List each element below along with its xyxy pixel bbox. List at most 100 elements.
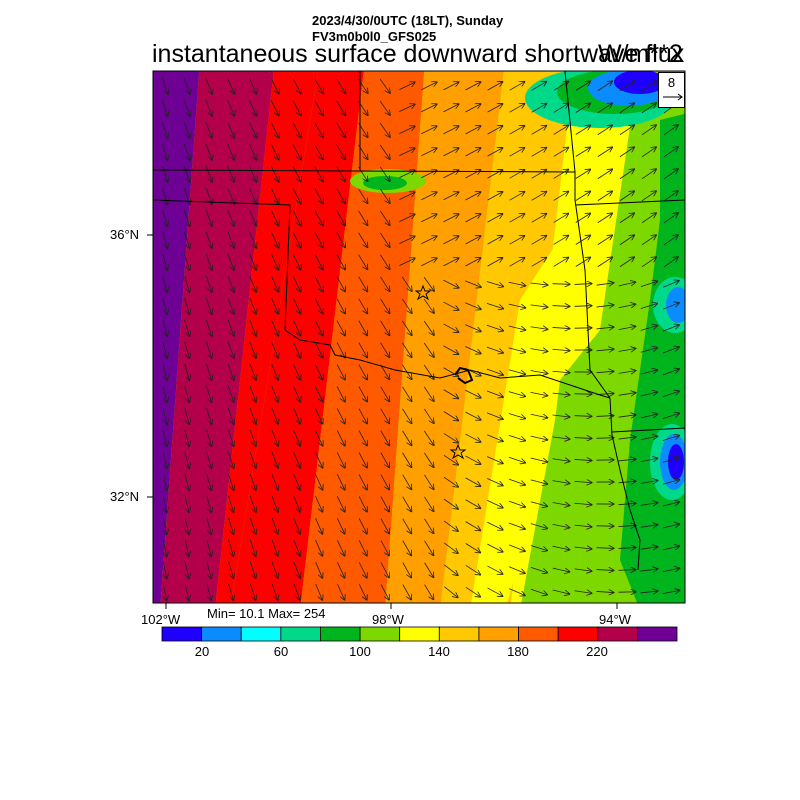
wind-vector bbox=[641, 213, 656, 224]
wind-vector bbox=[314, 232, 323, 247]
wind-vector bbox=[508, 435, 525, 440]
wind-vector bbox=[487, 236, 503, 245]
wind-vector bbox=[205, 275, 212, 292]
wind-vector bbox=[270, 78, 279, 93]
wind-vector bbox=[380, 386, 390, 402]
wind-vector bbox=[553, 104, 569, 113]
wind-vector bbox=[358, 386, 367, 402]
wind-vector bbox=[271, 429, 278, 446]
wind-vector bbox=[531, 82, 547, 91]
wind-vector bbox=[597, 125, 612, 135]
wind-vector bbox=[443, 498, 458, 509]
wind-vector bbox=[465, 499, 481, 509]
wind-vector bbox=[227, 319, 234, 336]
wind-vector bbox=[380, 342, 390, 358]
wind-vector bbox=[399, 214, 414, 223]
wind-vector bbox=[487, 148, 503, 157]
wind-vector bbox=[619, 125, 634, 136]
wind-vector bbox=[486, 390, 503, 397]
wind-vector bbox=[292, 78, 301, 94]
wind-vector bbox=[465, 477, 481, 486]
wind-vector bbox=[443, 454, 458, 464]
wind-vector bbox=[270, 144, 278, 159]
wind-vector bbox=[552, 371, 570, 373]
wind-vector bbox=[227, 451, 233, 468]
wind-vector bbox=[227, 144, 235, 160]
wind-vector bbox=[315, 474, 323, 489]
wind-vector bbox=[292, 254, 300, 269]
wind-vector bbox=[358, 408, 367, 424]
wind-vector bbox=[424, 584, 434, 600]
wind-vector bbox=[421, 148, 436, 157]
wind-vector bbox=[662, 502, 679, 507]
wind-vector bbox=[424, 518, 434, 533]
wind-vector bbox=[380, 276, 389, 291]
wind-vector bbox=[487, 214, 503, 223]
wind-vector bbox=[293, 539, 300, 556]
wind-vector bbox=[640, 304, 657, 309]
wind-vector bbox=[574, 569, 592, 571]
wind-vector bbox=[574, 438, 592, 439]
colorbar-swatch bbox=[280, 626, 321, 642]
wind-vector bbox=[227, 78, 235, 94]
wind-vector bbox=[336, 254, 345, 270]
wind-vector bbox=[531, 148, 547, 157]
wind-vector bbox=[315, 540, 323, 556]
wind-vector bbox=[618, 437, 636, 439]
wind-vector bbox=[249, 166, 257, 182]
wind-vector bbox=[575, 103, 590, 113]
colorbar-swatch bbox=[359, 626, 401, 642]
wind-vector bbox=[402, 518, 412, 534]
wind-vector bbox=[206, 495, 212, 512]
wind-vector bbox=[292, 166, 301, 181]
wind-vector bbox=[184, 253, 189, 270]
wind-vector bbox=[314, 188, 323, 204]
wind-vector bbox=[162, 253, 168, 270]
wind-vector bbox=[421, 214, 436, 223]
wind-vector bbox=[271, 232, 278, 247]
wind-vector bbox=[271, 254, 279, 269]
wind-vector bbox=[183, 143, 190, 160]
wind-vector bbox=[293, 495, 300, 512]
wind-vector bbox=[509, 258, 525, 267]
wind-vector bbox=[315, 452, 322, 467]
wind-vector bbox=[315, 518, 323, 534]
reference-vector-value: 8 bbox=[667, 75, 676, 90]
wind-vector bbox=[292, 122, 301, 137]
wind-vector bbox=[249, 297, 256, 314]
wind-vector bbox=[465, 192, 480, 201]
wind-vector bbox=[271, 451, 278, 468]
wind-vector bbox=[314, 342, 323, 357]
wind-vector bbox=[337, 518, 344, 533]
wind-vector bbox=[531, 236, 547, 245]
wind-vector bbox=[465, 148, 480, 157]
wind-vector bbox=[487, 543, 502, 552]
wind-vector bbox=[619, 191, 634, 202]
wind-vector bbox=[293, 474, 301, 490]
wind-vector bbox=[531, 104, 547, 113]
wind-vector bbox=[402, 386, 411, 401]
wind-vector bbox=[293, 342, 300, 357]
wind-vector bbox=[162, 473, 167, 491]
wind-vector bbox=[184, 495, 189, 512]
wind-vector bbox=[530, 523, 547, 529]
wind-vector bbox=[465, 126, 480, 135]
wind-vector bbox=[487, 500, 502, 507]
wind-vector bbox=[292, 276, 300, 291]
wind-vector bbox=[314, 122, 323, 138]
wind-vector bbox=[443, 126, 458, 135]
colorbar bbox=[161, 626, 678, 642]
wind-vector bbox=[379, 188, 389, 203]
wind-vector bbox=[530, 370, 548, 373]
wind-vector bbox=[401, 298, 411, 313]
wind-vector bbox=[574, 284, 592, 285]
wind-vector bbox=[292, 232, 301, 247]
wind-vector bbox=[249, 275, 256, 292]
wind-vector bbox=[552, 481, 570, 484]
wind-vector bbox=[163, 517, 167, 535]
wind-vector bbox=[162, 165, 167, 182]
wind-vector bbox=[552, 306, 570, 307]
wind-vector bbox=[619, 169, 634, 180]
wind-vector bbox=[163, 539, 166, 557]
wind-vector bbox=[402, 408, 412, 423]
